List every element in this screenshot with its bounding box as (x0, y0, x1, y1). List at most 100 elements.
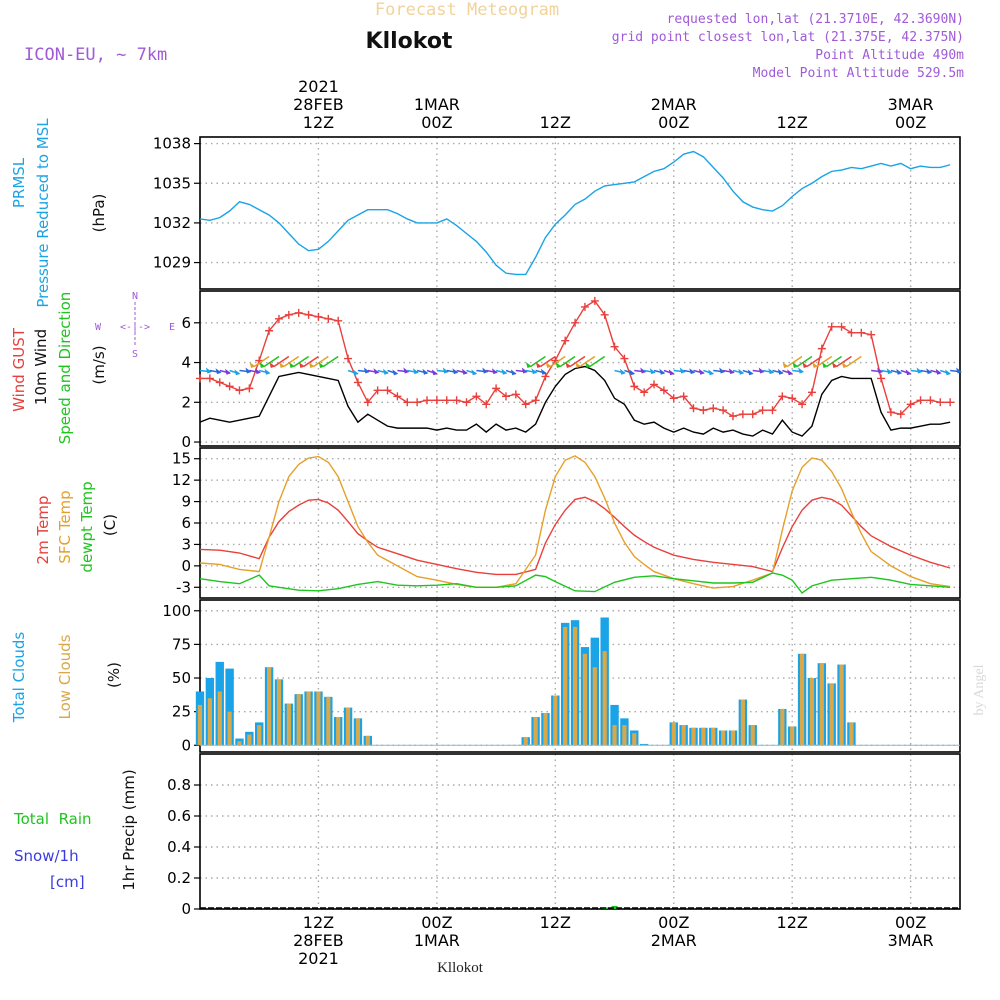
wind-arrow-head (461, 368, 468, 375)
gust-marker (630, 382, 639, 391)
low-cloud-bar (602, 651, 607, 746)
wind-arrow-head (649, 368, 656, 375)
wind-arrow-head (510, 369, 517, 376)
gust-marker (442, 396, 451, 405)
wind-arrow (816, 355, 833, 367)
low-cloud-bar (819, 663, 824, 746)
wind-arrow-head (956, 367, 962, 374)
gust-marker (748, 410, 757, 419)
low-cloud-bar (365, 735, 370, 746)
top-time-label: 00Z (895, 113, 926, 132)
wind-arrow-head (679, 367, 686, 374)
low-cloud-bar (701, 727, 706, 746)
gust-marker (600, 310, 609, 319)
wind-arrow-head (471, 369, 478, 376)
wind-arrow-head (841, 362, 848, 368)
top-time-label: 3MAR (888, 95, 934, 114)
gust-marker (906, 400, 915, 409)
precip-panel: 0 0.2 0.4 0.6 0.8 (167, 753, 961, 918)
compass-n: N (132, 291, 138, 302)
y-tick-label: 0.8 (167, 776, 191, 794)
y-tick-label: 2 (181, 393, 191, 411)
low-cloud-bar (592, 667, 597, 746)
wind-arrow-head (575, 362, 582, 368)
top-time-label: 00Z (421, 113, 452, 132)
wind-arrow-head (777, 368, 784, 375)
wind-arrow-head (392, 369, 399, 376)
temp-panel: -3 0 3 6 9 12 15 (172, 447, 961, 599)
gust-marker (235, 386, 244, 395)
top-time-label: 12Z (777, 113, 808, 132)
wind-arrow-head (935, 368, 942, 375)
low-cloud-bar (247, 734, 252, 746)
gust-marker (274, 314, 283, 323)
low-cloud-bar (612, 725, 617, 746)
wind-arrow (323, 355, 339, 367)
wind-arrow-head (535, 362, 542, 368)
wind-arrow-head (225, 368, 231, 375)
pressure-panel: 1029 1032 1035 1038 (153, 135, 961, 290)
compass-w: W (95, 322, 102, 333)
gust-marker (857, 328, 866, 337)
y-tick-label: 0 (181, 557, 191, 575)
wind-arrow-head (501, 368, 508, 375)
pressure-label: PRMSL (10, 157, 28, 208)
wind-arrow (579, 355, 596, 367)
low-cloud-bar (553, 695, 558, 746)
wind-arrow-head (738, 368, 745, 375)
credit: by Angel (972, 664, 987, 715)
wind-arrow-head (259, 362, 266, 368)
compass-rose: N S W E <-|-> (95, 291, 175, 360)
low-cloud-label: Low Clouds (56, 634, 74, 719)
wind-arrow (550, 355, 566, 367)
gust-marker (590, 296, 599, 305)
panel-frame (199, 290, 961, 447)
gust-marker (423, 396, 432, 405)
wind-arrow-head (822, 362, 828, 368)
wind-arrow-head (540, 368, 547, 375)
wind-arrow (263, 355, 280, 367)
rain-bar (611, 905, 618, 909)
low-cloud-bar (207, 698, 212, 746)
time-label: 00Z (658, 913, 689, 932)
gust-marker (265, 326, 274, 335)
top-time-label: 12Z (303, 113, 334, 132)
time-label: 3MAR (888, 931, 934, 950)
prmsl-line (199, 150, 951, 276)
gust-marker (768, 406, 777, 415)
panel-frame (199, 447, 961, 599)
gust-marker (363, 398, 372, 407)
time-label: 00Z (421, 913, 452, 932)
low-cloud-bar (790, 726, 795, 746)
gust-marker (541, 372, 550, 381)
low-cloud-bar (257, 725, 262, 746)
gust-marker (758, 406, 767, 415)
gust-marker (511, 390, 520, 399)
gust-marker (807, 388, 816, 397)
gust-marker (936, 398, 945, 407)
wind-arrow-head (698, 368, 705, 375)
wind-arrow-head (442, 367, 449, 374)
gust-marker (393, 392, 402, 401)
wind-arrow-head (205, 367, 212, 374)
10m-wind-line (199, 365, 951, 437)
y-tick-label: 0 (181, 900, 191, 918)
gust-marker (798, 400, 807, 409)
top-time-label: 2021 (298, 77, 339, 96)
gust-marker (778, 392, 787, 401)
wind-arrow-head (545, 362, 552, 368)
wind-arrow (559, 355, 576, 367)
wind-arrow-head (422, 368, 429, 375)
low-cloud-bar (543, 712, 548, 746)
low-cloud-bar (632, 733, 637, 746)
wind-arrow-head (905, 369, 912, 376)
time-label: 00Z (895, 913, 926, 932)
wind-arrow-head (264, 368, 271, 375)
wind-arrow (787, 355, 803, 367)
wind-arrow (589, 355, 606, 367)
wind-arrow (796, 355, 813, 367)
time-label: 28FEB (293, 931, 344, 950)
low-cloud-bar (237, 741, 242, 746)
